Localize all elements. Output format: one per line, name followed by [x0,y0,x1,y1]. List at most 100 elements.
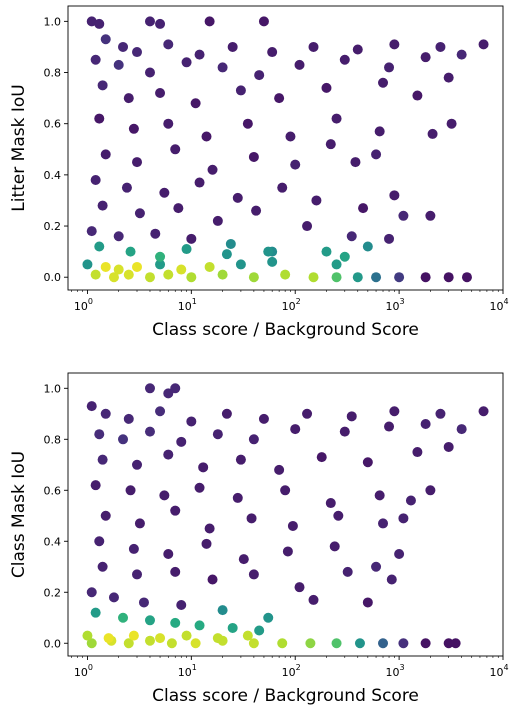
scatter-point [194,177,205,188]
x-tick-label: 104 [489,297,508,313]
scatter-point [287,520,298,531]
scatter-point [425,485,436,496]
scatter-point [90,269,101,280]
scatter-point [412,90,423,101]
scatter-point [325,498,336,509]
scatter-point [280,269,291,280]
scatter-point [155,87,166,98]
x-tick-label: 100 [74,297,93,313]
scatter-point [374,126,385,137]
scatter-point [194,49,205,60]
y-tick-label: 0.2 [44,586,62,599]
scatter-point [217,635,228,646]
scatter-point [132,47,143,58]
scatter-point [207,574,218,585]
scatter-point [321,82,332,93]
scatter-point [100,261,111,272]
scatter-point [232,492,243,503]
y-tick-label: 0.2 [44,220,62,233]
scatter-point [446,118,457,129]
scatter-point [331,272,342,283]
scatter-point [339,251,350,262]
x-tick-label: 102 [282,297,301,313]
scatter-point [248,638,259,649]
scatter-point [258,16,269,27]
scatter-point [94,241,105,252]
scatter-point [285,131,296,142]
scatter-point [420,52,431,63]
scatter-point [420,418,431,429]
scatter-point [362,597,373,608]
scatter-point [138,597,149,608]
scatter-point [331,113,342,124]
y-tick-label: 1.0 [44,382,62,395]
scatter-point [134,208,145,219]
scatter-point [274,93,285,104]
x-tick-label: 104 [489,663,508,679]
scatter-point [94,113,105,124]
scatter-point [132,569,143,580]
scatter-point [173,203,184,214]
scatter-point [217,62,228,73]
scatter-point [405,495,416,506]
scatter-point [90,480,101,491]
scatter-point [384,233,395,244]
scatter-point [86,638,97,649]
scatter-point [186,233,197,244]
scatter-point [181,244,192,255]
plot-frame [67,5,504,291]
scatter-point [170,383,181,394]
scatter-point [398,513,409,524]
data-points [82,16,489,283]
scatter-point [378,518,389,529]
scatter-point [248,272,259,283]
scatter-point [389,406,400,417]
scatter-point [362,241,373,252]
scatter-point [170,505,181,516]
scatter-point [232,192,243,203]
scatter-point [166,638,177,649]
scatter-point [144,67,155,78]
scatter-point [333,510,344,521]
scatter-point [132,459,143,470]
scatter-point [134,518,145,529]
scatter-point [163,118,174,129]
scatter-point [478,406,489,417]
scatter-point [378,77,389,88]
scatter-point [186,416,197,427]
scatter-point [217,605,228,616]
data-points [82,383,489,649]
scatter-point [163,39,174,50]
scatter-point [132,157,143,168]
x-tick-label: 103 [386,297,405,313]
scatter-point [97,200,108,211]
scatter-point [144,426,155,437]
scatter-point [325,139,336,150]
scatter-point [155,18,166,29]
scatter-point [176,600,187,611]
scatter-point [159,490,170,501]
scatter-point [94,18,105,29]
scatter-point [282,546,293,557]
scatter-point [389,39,400,50]
x-tick-label: 100 [74,663,93,679]
scatter-point [163,549,174,560]
scatter-point [258,413,269,424]
scatter-point [212,429,223,440]
scatter-point [352,44,363,55]
scatter-point [374,490,385,501]
scatter-point [144,16,155,27]
scatter-point [94,429,105,440]
scatter-point [371,272,382,283]
scatter-point [108,592,119,603]
scatter-point [113,231,124,242]
scatter-point [118,612,129,623]
scatter-point [331,638,342,649]
scatter-point [371,561,382,572]
scatter-point [170,566,181,577]
scatter-point [394,272,405,283]
scatter-point [346,411,357,422]
scatter-point [251,205,262,216]
scatter-point [155,633,166,644]
